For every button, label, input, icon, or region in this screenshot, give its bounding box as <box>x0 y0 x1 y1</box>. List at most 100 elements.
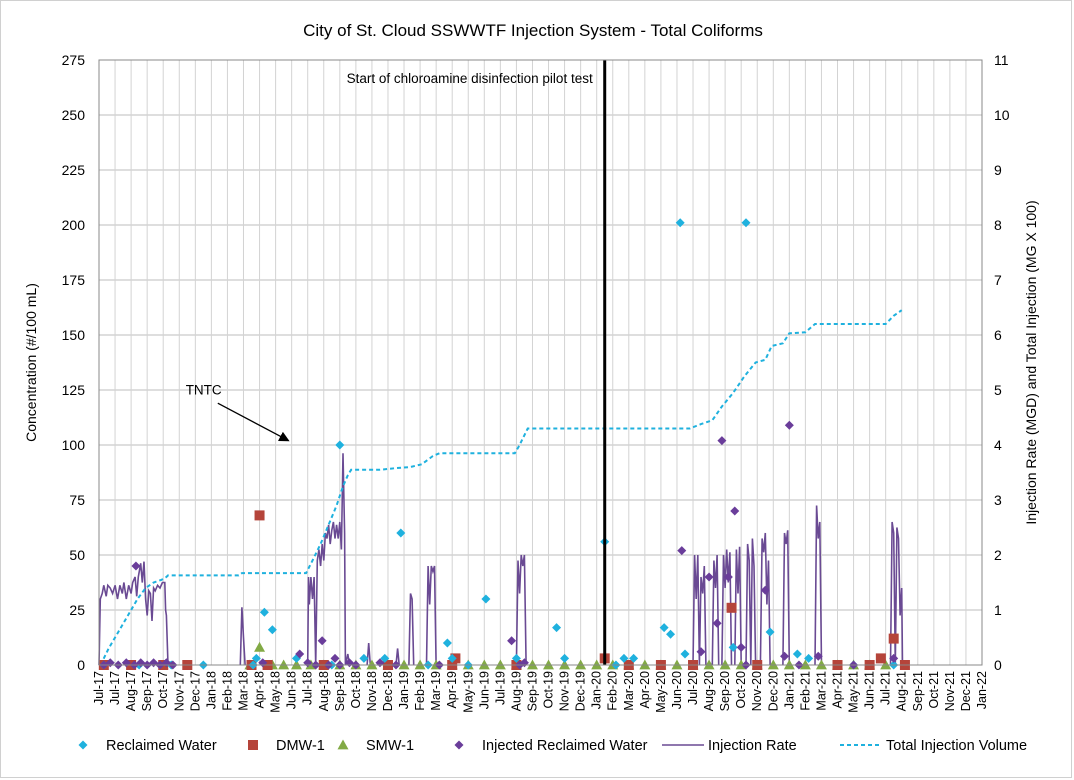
reclaimed-water-point <box>251 653 261 663</box>
dmw-1-point <box>888 633 899 644</box>
y2-axis-label: Injection Rate (MGD) and Total Injection… <box>1023 200 1039 524</box>
injection-rate-line <box>814 505 823 666</box>
y-tick-label: 75 <box>69 492 85 508</box>
y2-tick-label: 2 <box>994 547 1002 563</box>
smw-1-point <box>575 659 587 670</box>
x-tick-label: Feb-20 <box>606 671 620 711</box>
smw-1-point <box>278 659 290 670</box>
injected-reclaimed-water-point <box>780 651 790 661</box>
reclaimed-water-point <box>259 607 269 617</box>
x-tick-label: Mar-20 <box>622 671 636 711</box>
x-tick-label: May-20 <box>654 671 668 713</box>
injected-reclaimed-water-point <box>295 649 305 659</box>
injected-reclaimed-water-point <box>330 653 340 663</box>
injected-reclaimed-water-point <box>507 636 517 646</box>
reclaimed-water-point <box>552 623 562 633</box>
x-tick-label: Dec-19 <box>574 671 588 711</box>
x-tick-label: Aug-18 <box>317 671 331 711</box>
x-tick-label: Jan-19 <box>397 671 411 709</box>
x-tick-label: Oct-19 <box>542 671 556 709</box>
x-tick-label: Jul-21 <box>879 671 893 705</box>
x-tick-label: Mar-19 <box>429 671 443 711</box>
grid-lines <box>99 59 982 666</box>
x-tick-label: Aug-20 <box>702 671 716 711</box>
reclaimed-water-point <box>481 594 491 604</box>
pilot-test-label: Start of chloroamine disinfection pilot … <box>347 71 593 86</box>
x-tick-label: Sep-21 <box>911 671 925 711</box>
injection-rate-line <box>782 530 791 666</box>
smw-1-point <box>543 659 555 670</box>
smw-1-point <box>799 659 811 670</box>
x-tick-label: Aug-17 <box>124 671 138 711</box>
y-tick-label: 100 <box>62 437 86 453</box>
y-tick-label: 250 <box>62 107 86 123</box>
reclaimed-water-point <box>792 649 802 659</box>
x-tick-label: Oct-21 <box>927 671 941 709</box>
injection-rate-line <box>366 642 372 666</box>
reclaimed-water-point <box>396 528 406 538</box>
x-tick-label: Feb-19 <box>413 671 427 711</box>
injected-reclaimed-water-point <box>131 561 141 571</box>
y2-axis-ticks: 0 1 2 3 4 5 6 7 8 9 10 11 <box>994 52 1010 673</box>
x-tick-label: Jan-20 <box>590 671 604 709</box>
smw-1-point <box>671 659 683 670</box>
x-tick-label: Nov-17 <box>172 671 186 711</box>
reclaimed-water-point <box>666 629 676 639</box>
injected-reclaimed-water-point <box>677 546 687 556</box>
injection-rate-line <box>759 532 771 666</box>
reclaimed-water-point <box>659 623 669 633</box>
smw-1-point <box>880 659 892 670</box>
reclaimed-water-point <box>447 653 457 663</box>
reclaimed-water-point <box>765 627 775 637</box>
injection-rate-line <box>711 554 720 666</box>
y2-tick-label: 1 <box>994 602 1002 618</box>
reclaimed-water-point <box>619 653 629 663</box>
smw-1-point <box>290 659 302 670</box>
injection-rate-line <box>239 607 246 666</box>
x-tick-label: Apr-18 <box>253 671 267 709</box>
injected-reclaimed-water-point <box>813 651 823 661</box>
x-tick-label: Jun-20 <box>670 671 684 709</box>
x-tick-label: Oct-17 <box>156 671 170 709</box>
reclaimed-water-point <box>728 642 738 652</box>
injected-reclaimed-water-point <box>730 506 740 516</box>
injection-rate-line <box>745 538 757 666</box>
injection-rate-line <box>395 648 400 666</box>
x-tick-label: Nov-21 <box>943 671 957 711</box>
smw-1-point <box>494 659 506 670</box>
injection-rate-line <box>734 546 742 666</box>
chart-title: City of St. Cloud SSWWTF Injection Syste… <box>303 21 763 40</box>
reclaimed-water-point <box>675 218 685 228</box>
reclaimed-water-point <box>335 440 345 450</box>
x-tick-label: Nov-19 <box>558 671 572 711</box>
legend-label-smw-1: SMW-1 <box>366 738 414 754</box>
smw-1-point <box>815 659 827 670</box>
injection-rate-line <box>889 521 904 666</box>
injected-reclaimed-water-point <box>317 636 327 646</box>
injected-reclaimed-water-point <box>889 653 899 663</box>
smw-1-point <box>526 659 538 670</box>
smw-1-point <box>366 659 378 670</box>
x-tick-label: Jan-21 <box>782 671 796 709</box>
x-tick-label: Aug-19 <box>509 671 523 711</box>
x-tick-label: Jul-17 <box>108 671 122 705</box>
x-tick-label: Sep-17 <box>140 671 154 711</box>
x-tick-label: Dec-17 <box>188 671 202 711</box>
y2-tick-label: 10 <box>994 107 1010 123</box>
reclaimed-water-point <box>359 653 369 663</box>
x-tick-label: Sep-19 <box>525 671 539 711</box>
legend-swatch-smw-1 <box>337 739 349 750</box>
smw-1-point <box>591 659 603 670</box>
x-tick-label: Jul-18 <box>301 671 315 705</box>
y-axis-ticks: 0 25 50 75 100 125 150 175 200 225 250 275 <box>62 52 86 673</box>
y-tick-label: 50 <box>69 547 85 563</box>
y2-tick-label: 11 <box>994 52 1009 68</box>
legend-swatch-dmw-1 <box>248 740 258 750</box>
reclaimed-water-point <box>680 649 690 659</box>
x-tick-label: Mar-21 <box>814 671 828 711</box>
legend: Reclaimed Water DMW-1 SMW-1 Injected Reclai… <box>78 738 1027 754</box>
x-tick-label: Nov-20 <box>750 671 764 711</box>
smw-1-point <box>559 659 571 670</box>
smw-1-point <box>639 659 651 670</box>
